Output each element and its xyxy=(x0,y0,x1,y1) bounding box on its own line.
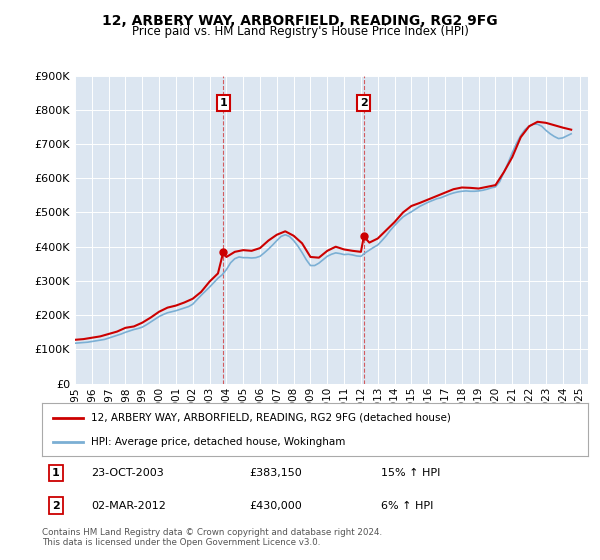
Text: 2: 2 xyxy=(52,501,59,511)
Text: Contains HM Land Registry data © Crown copyright and database right 2024.
This d: Contains HM Land Registry data © Crown c… xyxy=(42,528,382,547)
Text: 2: 2 xyxy=(360,98,368,108)
Text: 6% ↑ HPI: 6% ↑ HPI xyxy=(380,501,433,511)
Text: 12, ARBERY WAY, ARBORFIELD, READING, RG2 9FG: 12, ARBERY WAY, ARBORFIELD, READING, RG2… xyxy=(102,14,498,28)
Text: 15% ↑ HPI: 15% ↑ HPI xyxy=(380,468,440,478)
Text: 12, ARBERY WAY, ARBORFIELD, READING, RG2 9FG (detached house): 12, ARBERY WAY, ARBORFIELD, READING, RG2… xyxy=(91,413,451,423)
Text: £430,000: £430,000 xyxy=(250,501,302,511)
Text: 1: 1 xyxy=(52,468,59,478)
Text: Price paid vs. HM Land Registry's House Price Index (HPI): Price paid vs. HM Land Registry's House … xyxy=(131,25,469,38)
Text: 02-MAR-2012: 02-MAR-2012 xyxy=(91,501,166,511)
Text: HPI: Average price, detached house, Wokingham: HPI: Average price, detached house, Woki… xyxy=(91,437,346,447)
Text: £383,150: £383,150 xyxy=(250,468,302,478)
Text: 1: 1 xyxy=(220,98,227,108)
Text: 23-OCT-2003: 23-OCT-2003 xyxy=(91,468,164,478)
